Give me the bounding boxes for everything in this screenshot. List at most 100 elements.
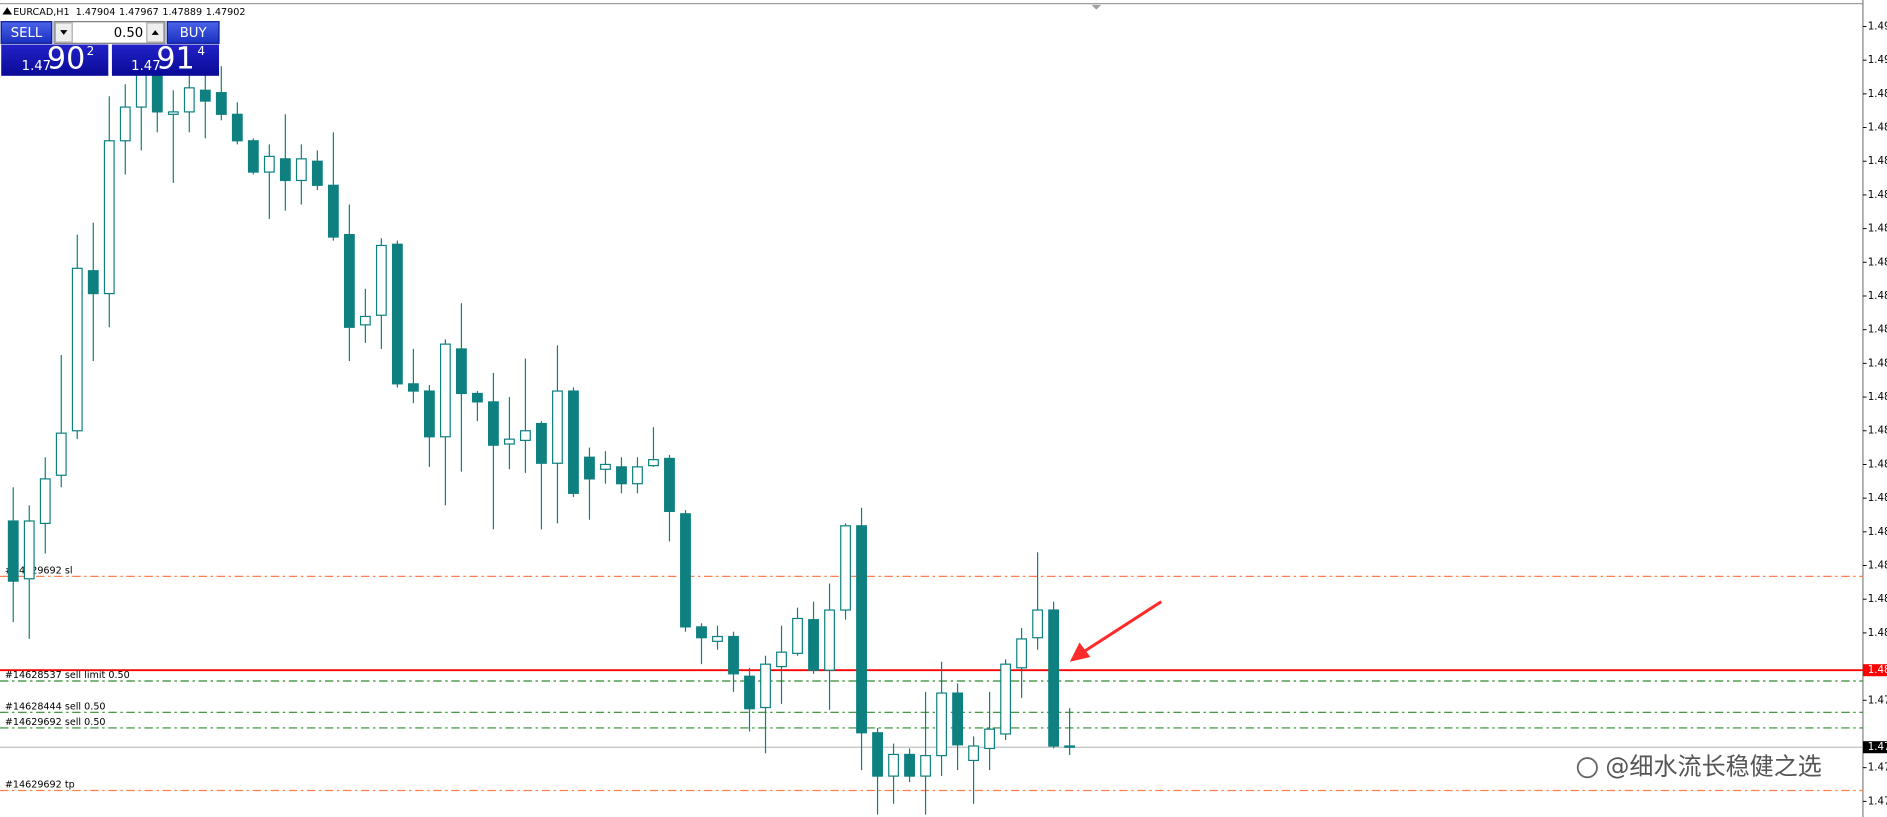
ask-bg[interactable] <box>111 44 220 76</box>
buy-button[interactable]: BUY <box>166 21 220 44</box>
y-tick-label: 1.48 <box>1868 392 1887 403</box>
candle-body <box>568 390 579 494</box>
candle-body <box>471 392 483 403</box>
candle-body <box>55 432 67 476</box>
y-tick-label: 1.48 <box>1868 257 1887 268</box>
candle-body <box>327 184 339 238</box>
candle-body <box>904 753 915 777</box>
candle-body <box>840 525 851 611</box>
lot-input[interactable] <box>53 21 166 44</box>
sell-label[interactable]: SELL <box>11 26 43 41</box>
candle-body <box>359 315 371 326</box>
price-marker <box>1862 664 1887 677</box>
candle-body <box>199 89 211 102</box>
candle-body <box>936 692 947 757</box>
price-marker <box>1862 741 1887 754</box>
candle-body <box>664 457 675 512</box>
candle-body <box>439 343 451 438</box>
candle-body <box>792 617 803 654</box>
candle-body <box>616 466 627 485</box>
buy-label[interactable]: BUY <box>180 26 208 41</box>
y-tick-label: 1.48 <box>1868 89 1887 100</box>
y-tick-label: 1.48 <box>1868 156 1887 167</box>
lot-increase-icon[interactable] <box>151 30 159 35</box>
candle-body <box>808 619 819 671</box>
candle-body <box>375 244 387 316</box>
candle-body <box>119 106 131 142</box>
y-tick-label: 1.48 <box>1868 459 1887 470</box>
y-tick-label: 1.47 <box>1868 763 1887 774</box>
candle-body <box>552 390 563 464</box>
y-tick-label: 1.48 <box>1868 561 1887 572</box>
candle-body <box>215 92 227 115</box>
candle-body <box>487 401 499 446</box>
shift-marker <box>1091 4 1102 10</box>
candle-body <box>1048 609 1060 747</box>
plot-area: #14629692 sl #14628537 sell limit 0.50 #14… <box>0 66 1863 815</box>
y-tick-label: 1.48 <box>1868 123 1887 134</box>
y-tick-label: 1.48 <box>1868 224 1887 235</box>
candle-body <box>231 113 243 142</box>
candle-body <box>151 73 163 113</box>
candle-body <box>712 635 723 642</box>
y-tick-label: 1.48 <box>1868 527 1887 538</box>
collapse-icon[interactable] <box>2 7 13 15</box>
symbol: EURCAD,H1 <box>13 7 69 18</box>
candle-body <box>423 390 435 438</box>
chart-header: EURCAD,H1 1.47904 1.47967 1.47889 1.47902 <box>13 7 245 18</box>
y-tick-label: 1.48 <box>1868 291 1887 302</box>
candle-body <box>744 675 755 710</box>
candle-body <box>103 140 115 295</box>
candle-body <box>23 520 35 580</box>
bid-prefix: 1.47 <box>22 59 51 74</box>
price-marker-label: 1.48 <box>1868 665 1887 676</box>
bid-price[interactable]: 1.47 90 2 <box>1 42 109 77</box>
y-tick-label: 1.47 <box>1868 796 1887 807</box>
candle-body <box>295 158 307 182</box>
sell-button-bg[interactable] <box>0 21 53 44</box>
arrow-head <box>1069 642 1091 662</box>
candle-body <box>776 651 787 668</box>
candle-body <box>183 87 195 113</box>
candle-body <box>247 140 259 173</box>
candle-body <box>952 692 963 746</box>
candle-body <box>504 438 515 445</box>
sell-button[interactable]: SELL <box>0 21 53 44</box>
candle-body <box>343 234 355 328</box>
ask-small: 4 <box>197 44 205 58</box>
buy-button-bg[interactable] <box>166 21 220 44</box>
lot-box[interactable]: 0.50 <box>53 21 166 44</box>
y-tick-label: 1.49 <box>1868 21 1887 32</box>
candle-body <box>407 383 419 392</box>
lot-decrease-icon[interactable] <box>60 30 68 35</box>
candle-body <box>1016 638 1028 669</box>
y-tick-label: 1.48 <box>1868 426 1887 437</box>
candle-body <box>1000 663 1012 735</box>
header-high: 1.47967 <box>119 7 159 18</box>
candle-body <box>680 513 691 628</box>
level-label: #14629692 sell 0.50 <box>5 717 106 728</box>
lot-value[interactable]: 0.50 <box>114 26 143 41</box>
candle-body <box>600 463 611 470</box>
candle-body <box>632 466 643 485</box>
level-label: #14629692 sl <box>5 565 73 576</box>
bid-bg[interactable] <box>1 44 109 76</box>
y-tick-label: 1.47 <box>1868 695 1887 706</box>
level-label: #14628537 sell limit 0.50 <box>5 670 130 681</box>
candle-body <box>648 459 659 467</box>
candle-body <box>920 755 931 777</box>
level-label: #14629692 tp <box>5 780 75 791</box>
candle-body <box>888 753 899 777</box>
candle-body <box>1032 609 1044 639</box>
candle-body <box>455 348 467 395</box>
ask-price[interactable]: 1.47 91 4 <box>111 42 220 77</box>
candle-body <box>39 478 51 525</box>
header-low: 1.47889 <box>162 7 202 18</box>
candle-body <box>135 73 147 108</box>
price-marker-label: 1.47 <box>1868 742 1887 753</box>
watermark: @细水流长稳健之选 <box>1576 753 1822 781</box>
candle-body <box>696 626 707 639</box>
candle-body <box>760 663 771 709</box>
y-tick-label: 1.48 <box>1868 594 1887 605</box>
